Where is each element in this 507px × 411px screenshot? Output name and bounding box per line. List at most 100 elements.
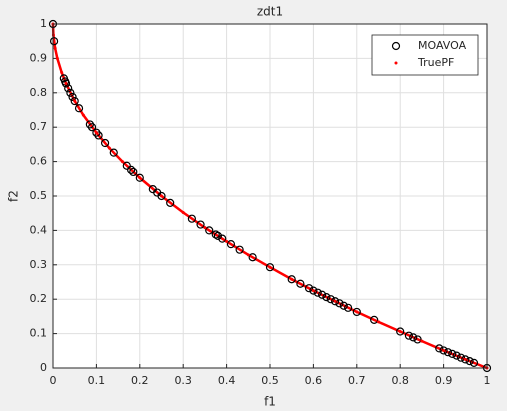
point (398, 330, 402, 334)
point (68, 92, 77, 102)
x-axis-label: f1 (264, 395, 276, 409)
point (157, 191, 166, 201)
point (420, 339, 424, 343)
y-tick-label: 0 (40, 361, 47, 374)
point (377, 320, 380, 324)
legend-marker (391, 41, 401, 51)
point (218, 234, 227, 243)
point (213, 231, 223, 241)
x-tick-label: 0.3 (174, 374, 192, 387)
legend-box (371, 34, 479, 76)
y-tick-label: 0.8 (30, 86, 48, 99)
point (196, 220, 205, 229)
x-tick-label: 0.6 (305, 374, 323, 387)
point (225, 239, 229, 243)
point (442, 348, 446, 352)
axes-box (52, 23, 488, 369)
point (396, 327, 405, 336)
point (326, 295, 335, 304)
point (129, 167, 138, 177)
y-tick-label: 0.5 (30, 189, 48, 202)
point (296, 279, 305, 288)
point (94, 131, 98, 135)
point (322, 293, 331, 302)
point (311, 289, 315, 293)
point (331, 297, 340, 306)
point (235, 245, 244, 254)
point (166, 198, 175, 207)
x-tick-label: 1 (484, 374, 491, 387)
point (70, 96, 79, 106)
point (469, 358, 479, 367)
point (64, 84, 73, 93)
point (60, 71, 64, 75)
point (120, 160, 124, 164)
legend-marker (394, 61, 398, 65)
point (448, 349, 457, 358)
point (290, 277, 294, 281)
point (81, 113, 85, 117)
point (339, 301, 348, 310)
point (53, 46, 57, 50)
point (211, 230, 220, 239)
x-tick-label: 0.5 (261, 374, 279, 387)
y-tick-label: 0.7 (30, 120, 48, 133)
y-tick-label: 0.9 (30, 51, 48, 64)
legend-label: MOAVOA (418, 39, 467, 52)
point (205, 226, 214, 235)
point (461, 355, 470, 364)
point (135, 173, 144, 182)
point (268, 265, 272, 269)
point (344, 303, 353, 312)
y-tick-label: 0.3 (30, 258, 48, 271)
point (413, 335, 422, 344)
point (355, 310, 359, 314)
x-tick-label: 0.4 (218, 374, 236, 387)
point (409, 333, 418, 342)
point (127, 165, 136, 174)
point (456, 353, 466, 362)
point (181, 211, 185, 215)
point (73, 99, 77, 103)
point (74, 104, 84, 113)
y-tick-label: 0.2 (30, 292, 48, 305)
point (439, 346, 448, 355)
x-tick-label: 0.7 (348, 374, 366, 387)
point (404, 331, 413, 340)
point (246, 253, 250, 257)
point (226, 240, 236, 249)
point (187, 214, 196, 223)
point (109, 148, 118, 157)
point (64, 82, 68, 86)
point (87, 123, 97, 132)
point (107, 146, 111, 150)
point (352, 307, 361, 317)
point (309, 286, 318, 295)
legend-label: TruePF (417, 56, 454, 69)
point (265, 263, 275, 272)
y-tick-label: 1 (40, 17, 47, 30)
point (55, 56, 59, 60)
point (335, 299, 344, 308)
y-axis-label: f2 (7, 190, 21, 202)
point (61, 79, 71, 88)
point (94, 131, 103, 140)
point (313, 288, 322, 297)
point (49, 37, 59, 46)
y-tick-label: 0.1 (30, 327, 48, 340)
point (287, 275, 296, 284)
x-tick-label: 0.1 (88, 374, 106, 387)
point (370, 315, 379, 324)
point (138, 176, 142, 180)
point (100, 138, 110, 148)
point (304, 284, 314, 293)
y-tick-label: 0.6 (30, 155, 48, 168)
x-tick-label: 0.2 (131, 374, 149, 387)
chart-title: zdt1 (257, 5, 283, 19)
point (435, 344, 444, 353)
x-tick-label: 0.8 (391, 374, 409, 387)
point (463, 357, 467, 361)
point (203, 226, 207, 230)
point (443, 348, 453, 357)
